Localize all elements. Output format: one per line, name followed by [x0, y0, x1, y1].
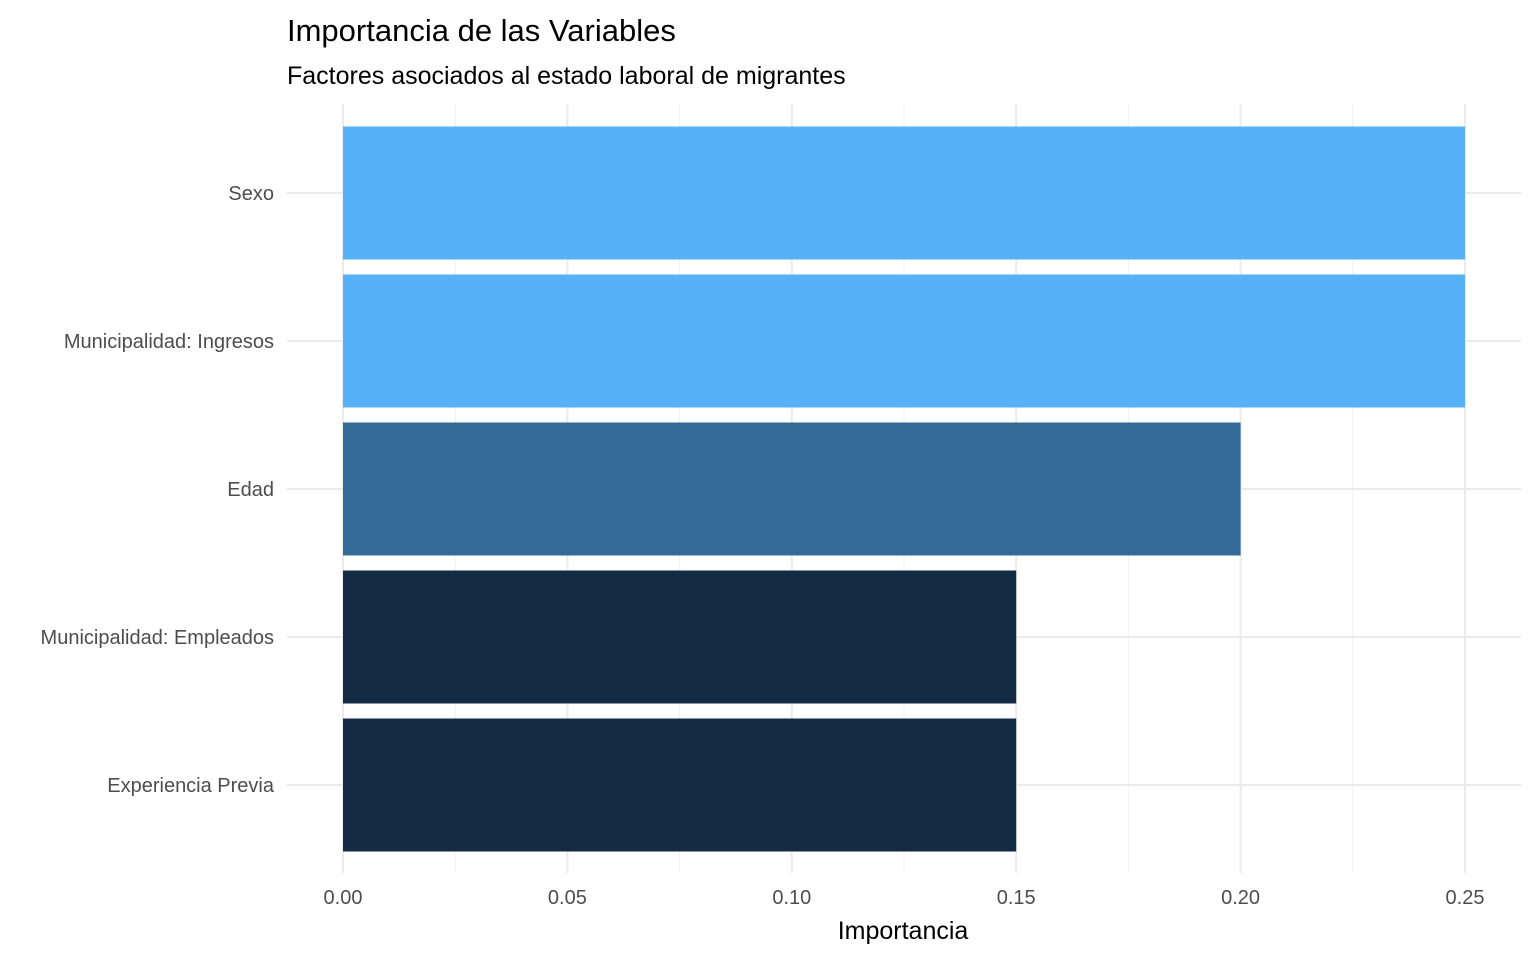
- bars: [343, 126, 1465, 852]
- x-tick-label: 0.00: [324, 887, 363, 909]
- x-tick-label: 0.15: [997, 887, 1036, 909]
- bar: [343, 126, 1465, 260]
- y-tick-label: Sexo: [228, 183, 274, 205]
- chart-title: Importancia de las Variables: [287, 13, 676, 48]
- bar: [343, 718, 1017, 852]
- x-axis-labels: 0.00 0.05 0.10 0.15 0.20 0.25: [324, 887, 1485, 909]
- y-tick-label: Municipalidad: Ingresos: [64, 331, 274, 353]
- x-tick-label: 0.20: [1221, 887, 1260, 909]
- y-tick-label: Edad: [227, 479, 274, 501]
- x-tick-label: 0.25: [1446, 887, 1485, 909]
- y-tick-label: Experiencia Previa: [107, 775, 275, 797]
- x-axis-title: Importancia: [838, 917, 969, 945]
- bar: [343, 422, 1241, 556]
- y-axis-labels: Sexo Municipalidad: Ingresos Edad Municipal…: [41, 183, 275, 797]
- y-tick-label: Municipalidad: Empleados: [41, 627, 274, 649]
- bar: [343, 570, 1017, 704]
- x-tick-label: 0.10: [772, 887, 811, 909]
- bar: [343, 274, 1465, 408]
- x-tick-label: 0.05: [548, 887, 587, 909]
- chart-subtitle: Factores asociados al estado laboral de …: [287, 62, 846, 90]
